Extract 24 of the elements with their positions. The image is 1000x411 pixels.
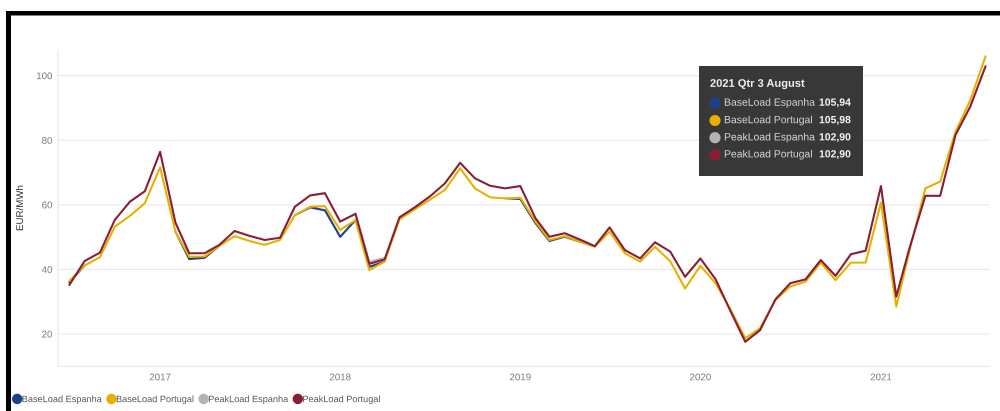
annotation: 2021 Qtr 3 August	[710, 79, 805, 90]
annotation: 105,98	[820, 116, 851, 125]
y-tick-label: 40	[42, 266, 52, 274]
annotation: 102,90	[820, 133, 850, 142]
annotation: 105,94	[820, 98, 851, 108]
legend-label: BaseLoad Portugal	[724, 116, 812, 126]
y-tick-label: 80	[42, 136, 52, 144]
text: PeakLoad Portugal	[303, 395, 380, 404]
x-tick-label: 2018	[330, 374, 351, 380]
legend-label: PeakLoad Espanha	[208, 395, 288, 404]
text: BaseLoad Espanha	[724, 98, 815, 108]
text: BaseLoad Portugal	[116, 395, 194, 404]
y-axis-title: EUR/MWh	[16, 186, 24, 230]
y-tick-label: 100	[36, 72, 52, 80]
x-tick-label: 2021	[870, 374, 892, 380]
text: PeakLoad Espanha	[724, 132, 815, 143]
x-tick-label: 2019	[510, 374, 531, 380]
annotation: 102,90	[820, 150, 850, 160]
x-tick-label: 2017	[150, 374, 170, 380]
y-tick-label: 60	[42, 202, 52, 208]
legend-label: BaseLoad Espanha	[22, 395, 102, 404]
y-tick-label: 20	[42, 330, 52, 338]
legend-label: PeakLoad Portugal	[724, 150, 812, 160]
x-tick-label: 2020	[690, 374, 711, 380]
